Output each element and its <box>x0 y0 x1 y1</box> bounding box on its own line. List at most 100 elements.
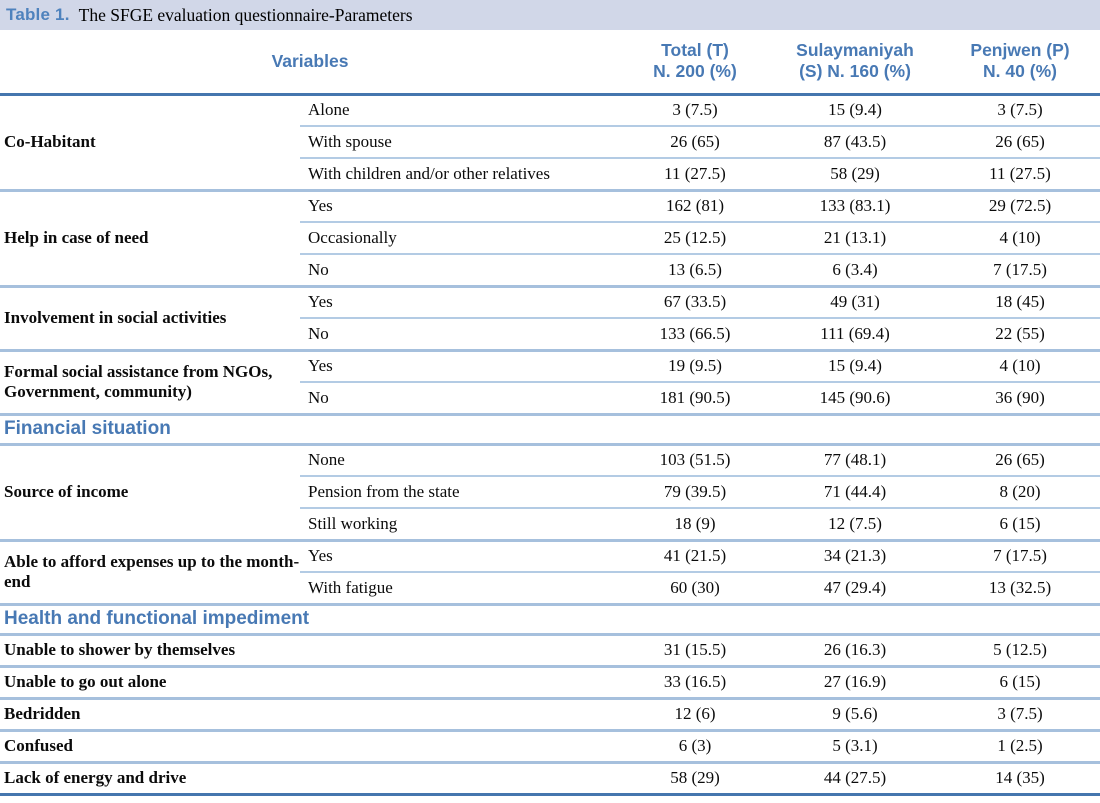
value-penjwen: 6 (15) <box>940 664 1100 698</box>
value-sulaymaniyah: 145 (90.6) <box>770 381 940 414</box>
value-sulaymaniyah: 34 (21.3) <box>770 538 940 572</box>
table-row: Source of income None 103 (51.5) 77 (48.… <box>0 442 1100 540</box>
table-number-label: Table 1. <box>6 5 70 24</box>
table-row: Involvement in social activities Yes 67 … <box>0 284 1100 350</box>
value-sulaymaniyah: 49 (31) <box>770 284 940 318</box>
value-total: 31 (15.5) <box>620 632 770 666</box>
table-row: Formal social assistance from NGOs, Gove… <box>0 348 1100 414</box>
value-sulaymaniyah: 21 (13.1) <box>770 221 940 254</box>
table-row: No 133 (66.5) 111 (69.4) 22 (55) <box>0 317 1100 350</box>
value-total: 67 (33.5) <box>620 284 770 318</box>
row-group-label: Formal social assistance from NGOs, Gove… <box>0 348 300 414</box>
row-group-label: Source of income <box>0 442 300 540</box>
table-row: Co-Habitant Alone 3 (7.5) 15 (9.4) 3 (7.… <box>0 92 1100 190</box>
value-penjwen: 26 (65) <box>940 442 1100 476</box>
header-row: Variables Total (T) N. 200 (%) Sulaymani… <box>0 30 1100 96</box>
row-sub-label: With fatigue <box>300 571 620 604</box>
value-penjwen: 5 (12.5) <box>940 632 1100 666</box>
table-row: Occasionally 25 (12.5) 21 (13.1) 4 (10) <box>0 221 1100 254</box>
value-sulaymaniyah: 15 (9.4) <box>770 348 940 382</box>
row-group-label: Lack of energy and drive <box>0 760 620 794</box>
value-penjwen: 3 (7.5) <box>940 696 1100 730</box>
value-sulaymaniyah: 44 (27.5) <box>770 760 940 794</box>
row-group-label: Unable to shower by themselves <box>0 632 620 666</box>
row-sub-label: Pension from the state <box>300 475 620 508</box>
section-header-financial: Financial situation <box>0 412 1100 446</box>
value-total: 60 (30) <box>620 571 770 604</box>
table-row: Still working 18 (9) 12 (7.5) 6 (15) <box>0 507 1100 540</box>
value-penjwen: 7 (17.5) <box>940 253 1100 286</box>
value-penjwen: 4 (10) <box>940 348 1100 382</box>
value-total: 33 (16.5) <box>620 664 770 698</box>
row-sub-label: Yes <box>300 348 620 382</box>
value-penjwen: 4 (10) <box>940 221 1100 254</box>
value-total: 12 (6) <box>620 696 770 730</box>
value-sulaymaniyah: 58 (29) <box>770 157 940 190</box>
section-row: Health and functional impediment <box>0 602 1100 636</box>
row-group-label: Help in case of need <box>0 188 300 286</box>
row-sub-label: Alone <box>300 92 620 126</box>
value-sulaymaniyah: 47 (29.4) <box>770 571 940 604</box>
value-total: 133 (66.5) <box>620 317 770 350</box>
table-row: Able to afford expenses up to the month-… <box>0 538 1100 604</box>
value-total: 3 (7.5) <box>620 92 770 126</box>
row-sub-label: No <box>300 253 620 286</box>
row-group-label: Able to afford expenses up to the month-… <box>0 538 300 604</box>
value-penjwen: 29 (72.5) <box>940 188 1100 222</box>
value-total: 79 (39.5) <box>620 475 770 508</box>
value-penjwen: 14 (35) <box>940 760 1100 794</box>
table-row: No 13 (6.5) 6 (3.4) 7 (17.5) <box>0 253 1100 286</box>
value-sulaymaniyah: 9 (5.6) <box>770 696 940 730</box>
table-row: Bedridden 12 (6) 9 (5.6) 3 (7.5) <box>0 696 1100 730</box>
row-sub-label: Yes <box>300 538 620 572</box>
value-penjwen: 22 (55) <box>940 317 1100 350</box>
value-total: 25 (12.5) <box>620 221 770 254</box>
value-total: 162 (81) <box>620 188 770 222</box>
column-header-sulaymaniyah: Sulaymaniyah (S) N. 160 (%) <box>770 30 940 96</box>
row-sub-label: With spouse <box>300 125 620 158</box>
column-header-total: Total (T) N. 200 (%) <box>620 30 770 96</box>
value-sulaymaniyah: 6 (3.4) <box>770 253 940 286</box>
value-total: 18 (9) <box>620 507 770 540</box>
value-sulaymaniyah: 26 (16.3) <box>770 632 940 666</box>
sfge-parameters-table: Variables Total (T) N. 200 (%) Sulaymani… <box>0 30 1100 796</box>
value-penjwen: 26 (65) <box>940 125 1100 158</box>
row-sub-label: Occasionally <box>300 221 620 254</box>
value-sulaymaniyah: 77 (48.1) <box>770 442 940 476</box>
column-header-penjwen: Penjwen (P) N. 40 (%) <box>940 30 1100 96</box>
value-total: 13 (6.5) <box>620 253 770 286</box>
row-sub-label: Still working <box>300 507 620 540</box>
table-row: Pension from the state 79 (39.5) 71 (44.… <box>0 475 1100 508</box>
row-sub-label: Yes <box>300 188 620 222</box>
table-title-bar: Table 1. The SFGE evaluation questionnai… <box>0 0 1100 30</box>
table-header: Variables Total (T) N. 200 (%) Sulaymani… <box>0 30 1100 96</box>
value-total: 103 (51.5) <box>620 442 770 476</box>
table-row: Confused 6 (3) 5 (3.1) 1 (2.5) <box>0 728 1100 762</box>
value-penjwen: 1 (2.5) <box>940 728 1100 762</box>
row-sub-label: Yes <box>300 284 620 318</box>
value-total: 26 (65) <box>620 125 770 158</box>
value-sulaymaniyah: 15 (9.4) <box>770 92 940 126</box>
row-group-label: Confused <box>0 728 620 762</box>
table-row: Lack of energy and drive 58 (29) 44 (27.… <box>0 760 1100 794</box>
row-sub-label: No <box>300 381 620 414</box>
value-total: 41 (21.5) <box>620 538 770 572</box>
value-sulaymaniyah: 27 (16.9) <box>770 664 940 698</box>
value-total: 58 (29) <box>620 760 770 794</box>
row-group-label: Bedridden <box>0 696 620 730</box>
value-sulaymaniyah: 111 (69.4) <box>770 317 940 350</box>
row-group-label: Involvement in social activities <box>0 284 300 350</box>
value-total: 6 (3) <box>620 728 770 762</box>
row-group-label: Unable to go out alone <box>0 664 620 698</box>
value-sulaymaniyah: 71 (44.4) <box>770 475 940 508</box>
value-penjwen: 8 (20) <box>940 475 1100 508</box>
table-row: Help in case of need Yes 162 (81) 133 (8… <box>0 188 1100 286</box>
value-total: 11 (27.5) <box>620 157 770 190</box>
section-row: Financial situation <box>0 412 1100 446</box>
table-row: No 181 (90.5) 145 (90.6) 36 (90) <box>0 381 1100 414</box>
value-sulaymaniyah: 12 (7.5) <box>770 507 940 540</box>
table-caption: The SFGE evaluation questionnaire-Parame… <box>78 4 413 25</box>
value-sulaymaniyah: 133 (83.1) <box>770 188 940 222</box>
value-penjwen: 3 (7.5) <box>940 92 1100 126</box>
